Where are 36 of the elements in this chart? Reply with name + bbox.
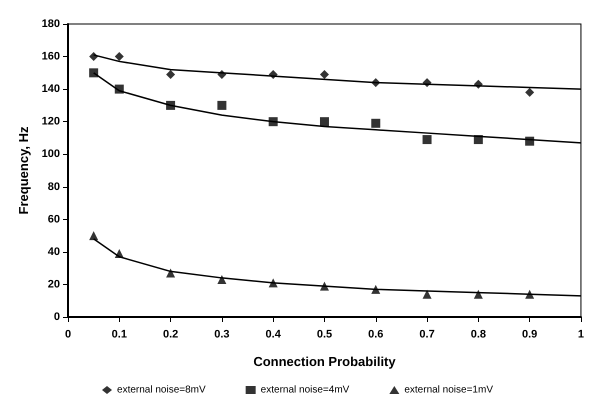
point (320, 117, 329, 126)
x-tick-label: 0.3 (214, 328, 230, 340)
y-tick-label: 80 (48, 180, 60, 193)
x-tick-label: 0.5 (316, 328, 332, 340)
x-tick-label: 0.8 (470, 328, 486, 340)
point (371, 118, 380, 128)
x-tick-label: 0.7 (419, 328, 435, 340)
y-tick-label: 20 (48, 278, 60, 290)
y-tick-label: 40 (48, 246, 60, 258)
point (422, 290, 432, 299)
y-tick-label: 160 (42, 50, 60, 63)
point (114, 52, 124, 62)
y-tick-label: 60 (48, 213, 60, 226)
legend-label: external noise=4mV (260, 384, 350, 396)
legend-label: external noise=8mV (117, 384, 206, 396)
x-tick-label: 0.2 (162, 328, 178, 340)
y-tick-label: 140 (42, 83, 60, 96)
x-tick-label: 0.9 (522, 328, 538, 340)
x-tick-label: 0.1 (112, 328, 127, 340)
x-tick-label: 0.4 (266, 328, 282, 340)
y-tick-label: 180 (42, 18, 60, 30)
x-tick-label: 0 (64, 328, 72, 340)
y-tick-label: 120 (42, 116, 60, 128)
y-tick-label: 0 (54, 311, 60, 323)
y-axis-title: Frequency, Hz (16, 126, 31, 214)
y-tick-label: 100 (42, 148, 60, 160)
x-axis-title: Connection Probability (253, 354, 396, 369)
legend-label: external noise=1mV (404, 384, 494, 396)
point (422, 135, 432, 144)
point (166, 70, 176, 79)
x-tick-label: 0.6 (368, 328, 384, 340)
point (217, 100, 226, 110)
x-tick-label: 1 (578, 328, 584, 340)
point (320, 70, 329, 79)
point (89, 68, 98, 78)
point (525, 88, 534, 97)
